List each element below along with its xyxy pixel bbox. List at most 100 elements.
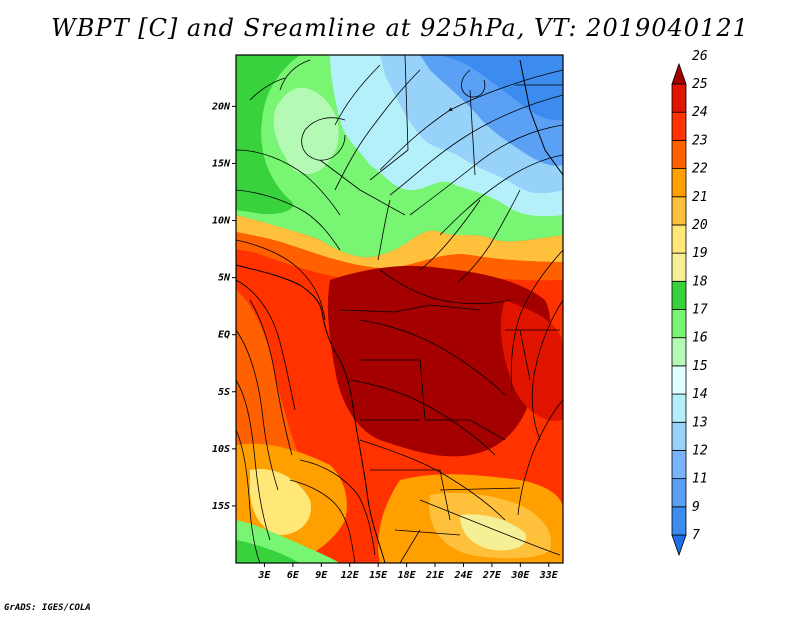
lat-label: 15N	[212, 158, 231, 169]
colorbar-label: 25	[692, 77, 708, 92]
streamline	[236, 329, 279, 491]
streamline	[279, 59, 311, 91]
colorbar-segment	[671, 421, 687, 451]
footer-credit: GrADS: IGES/COLA	[4, 603, 91, 613]
colorbar-segment	[671, 168, 687, 198]
colorbar-segment	[671, 111, 687, 141]
lat-label: 10S	[212, 444, 230, 455]
colorbar-label: 16	[692, 331, 708, 346]
colorbar-label: 19	[692, 246, 708, 261]
streamline	[409, 124, 563, 216]
lat-label: EQ	[218, 330, 230, 341]
colorbar-segment	[671, 393, 687, 423]
colorbar-label: 22	[692, 162, 708, 177]
streamline	[289, 479, 356, 563]
colorbar-segment	[671, 365, 687, 395]
dark-red-congo-core	[327, 265, 551, 457]
streamline	[236, 429, 261, 563]
streamline	[419, 499, 561, 556]
streamline	[379, 269, 511, 305]
colorbar-label: 26	[692, 49, 708, 64]
streamline	[379, 69, 563, 171]
colorbar-label: 23	[692, 133, 708, 148]
colorbar-segment	[671, 196, 687, 226]
colorbar-label: 17	[692, 303, 708, 318]
green-southwest-dark	[236, 540, 300, 563]
colorbar-segment	[671, 309, 687, 339]
streamline	[457, 189, 521, 283]
streamline	[236, 149, 341, 216]
lon-label: 21E	[425, 570, 445, 581]
orange-transition-north	[236, 232, 563, 281]
streamline-vortex	[301, 117, 346, 161]
colorbar-segment	[671, 83, 687, 113]
lon-label: 6E	[287, 570, 300, 581]
streamline	[510, 249, 563, 391]
colorbar-label: 7	[692, 528, 700, 543]
streamlines	[236, 59, 563, 563]
map-plot-area	[236, 55, 563, 563]
lon-label: 30E	[510, 570, 530, 581]
colorbar-label: 24	[692, 105, 708, 120]
colorbar-segment	[671, 534, 687, 557]
streamline	[299, 459, 376, 556]
west-africa-coastline	[236, 264, 386, 563]
red-sea-coast	[519, 59, 563, 176]
colorbar-segment	[671, 224, 687, 254]
streamline	[236, 189, 341, 251]
pale-yellow-south-east	[460, 514, 526, 551]
streamline	[389, 94, 563, 196]
colorbar-label: 14	[692, 387, 708, 402]
lon-label: 18E	[398, 570, 417, 581]
colorbar-segment	[671, 450, 687, 480]
colorbar-segment	[671, 506, 687, 536]
streamline	[249, 77, 286, 101]
yellow-southwest-blob	[250, 469, 311, 535]
streamline	[334, 64, 381, 126]
colorbar-label: 11	[692, 472, 708, 487]
streamline	[236, 279, 296, 411]
colorbar-label: 13	[692, 415, 708, 430]
streamline	[236, 379, 271, 541]
lon-label: 15E	[369, 570, 388, 581]
lat-label: 20N	[211, 101, 231, 112]
colorbar-segment	[671, 280, 687, 310]
longitude-axis: 3E 6E 9E 12E 15E 18E 21E 24E 27E 30E 33E	[257, 563, 559, 581]
streamline	[334, 69, 421, 191]
streamline	[419, 199, 481, 271]
colorbar: 7 9 11 12 13 14 15 16 17 18 19 20 21 22 23 24 25 26	[671, 49, 708, 557]
colorbar-label: 18	[692, 274, 708, 289]
orange-atlantic-west	[236, 290, 300, 470]
lon-label: 24E	[453, 570, 473, 581]
lon-label: 9E	[315, 570, 328, 581]
colorbar-label: 12	[692, 443, 708, 458]
green-region-west	[236, 55, 300, 215]
colorbar-segment	[671, 62, 687, 85]
streamline-vortex	[461, 69, 486, 98]
lon-label: 27E	[482, 570, 502, 581]
yellow-transition-north	[236, 215, 563, 269]
figure-title: WBPT [C] and Sreamline at 925hPa, VT: 20…	[51, 14, 749, 42]
lat-label: 5S	[218, 387, 230, 398]
streamline	[359, 319, 506, 396]
colorbar-segment	[671, 337, 687, 367]
streamline	[249, 299, 293, 456]
map-frame	[235, 54, 564, 564]
lightgreen-patch	[273, 87, 339, 175]
colorbar-label: 15	[692, 359, 708, 374]
lat-label: 10N	[212, 216, 231, 227]
latitude-axis: 20N 15N 10N 5N EQ 5S 10S 15S	[211, 101, 236, 512]
colorbar-segment	[671, 478, 687, 508]
lon-label: 33E	[539, 570, 559, 581]
streamline	[439, 154, 563, 236]
colorbar-label: 21	[692, 190, 708, 205]
lat-label: 5N	[218, 273, 231, 284]
streamline	[236, 239, 326, 321]
streamline	[517, 399, 563, 516]
lat-label: 15S	[212, 501, 230, 512]
lon-label: 12E	[341, 570, 360, 581]
colorbar-label: 9	[692, 500, 700, 515]
streamline	[377, 199, 391, 261]
colorbar-label: 20	[692, 218, 708, 233]
